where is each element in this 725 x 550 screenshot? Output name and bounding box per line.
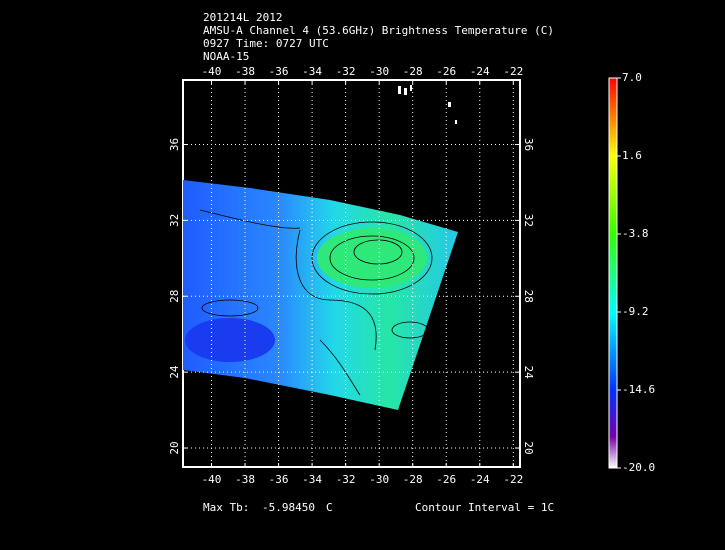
contours (199, 209, 433, 396)
y-tick-label: 32 (168, 214, 181, 227)
y-tick-label: 32 (522, 214, 535, 227)
x-tick-label: -36 (269, 65, 289, 78)
swath (183, 85, 458, 410)
header-line: 201214L 2012 (203, 11, 282, 24)
x-tick-label: -38 (235, 473, 255, 486)
x-tick-label: -32 (336, 65, 356, 78)
x-tick-label: -26 (436, 473, 456, 486)
max-label: Max Tb: (203, 501, 249, 514)
y-tick-label: 24 (168, 365, 181, 379)
header-line: AMSU-A Channel 4 (53.6GHz) Brightness Te… (203, 24, 554, 37)
x-tick-label: -24 (470, 65, 490, 78)
y-tick-label: 24 (522, 366, 535, 380)
colorbar-label: -3.8 (622, 227, 649, 240)
colorbar-label: 1.6 (622, 149, 642, 162)
x-tick-label: -30 (369, 65, 389, 78)
y-tick-label: 28 (168, 290, 181, 303)
header-line: NOAA-15 (203, 50, 249, 63)
x-tick-label: -38 (235, 65, 255, 78)
colorbar (608, 77, 618, 469)
max-value: -5.98450 (262, 501, 315, 514)
x-tick-label: -40 (202, 473, 222, 486)
y-tick-label: 36 (168, 138, 181, 151)
x-tick-label: -22 (503, 65, 523, 78)
colorbar-label: -14.6 (622, 383, 655, 396)
x-tick-label: -28 (403, 473, 423, 486)
colorbar-label: 7.0 (622, 71, 642, 84)
y-tick-label: 20 (168, 441, 181, 454)
contour-interval: Contour Interval = 1C (415, 501, 554, 514)
x-tick-label: -34 (302, 65, 322, 78)
warm-area (317, 228, 427, 288)
x-tick-label: -40 (202, 65, 222, 78)
x-tick-label: -26 (436, 65, 456, 78)
x-tick-label: -30 (369, 473, 389, 486)
x-tick-label: -36 (269, 473, 289, 486)
header-line: 0927 Time: 0727 UTC (203, 37, 329, 50)
x-tick-label: -28 (403, 65, 423, 78)
y-tick-label: 20 (522, 441, 535, 454)
x-tick-label: -24 (470, 473, 490, 486)
y-tick-label: 36 (522, 138, 535, 151)
colorbar-label: -20.0 (622, 461, 655, 474)
y-tick-label: 28 (522, 290, 535, 303)
x-tick-label: -32 (336, 473, 356, 486)
colorbar-label: -9.2 (622, 305, 649, 318)
max-unit: C (326, 501, 333, 514)
x-tick-label: -34 (302, 473, 322, 486)
x-tick-label: -22 (503, 473, 523, 486)
specks (398, 85, 457, 124)
cold-area (185, 318, 275, 362)
